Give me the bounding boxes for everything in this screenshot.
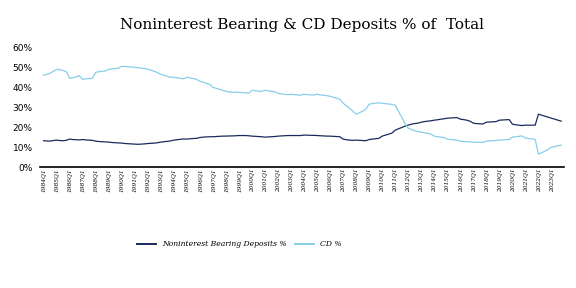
Legend: Noninterest Bearing Deposits %, CD %: Noninterest Bearing Deposits %, CD %	[134, 237, 344, 251]
Noninterest Bearing Deposits %	[378, 134, 385, 138]
CD %	[467, 140, 473, 144]
CD %	[118, 65, 125, 68]
Noninterest Bearing Deposits %	[135, 143, 142, 146]
CD %	[330, 96, 337, 99]
Noninterest Bearing Deposits %	[558, 120, 564, 123]
CD %	[538, 151, 545, 154]
Noninterest Bearing Deposits %	[147, 142, 154, 145]
Line: Noninterest Bearing Deposits %: Noninterest Bearing Deposits %	[44, 114, 561, 144]
CD %	[147, 69, 154, 72]
Line: CD %: CD %	[44, 66, 561, 154]
Noninterest Bearing Deposits %	[40, 139, 47, 143]
CD %	[190, 77, 197, 80]
CD %	[558, 143, 564, 147]
Noninterest Bearing Deposits %	[190, 137, 197, 140]
Noninterest Bearing Deposits %	[330, 134, 337, 138]
CD %	[535, 152, 542, 156]
CD %	[40, 74, 47, 77]
CD %	[378, 101, 385, 105]
Noninterest Bearing Deposits %	[467, 120, 473, 123]
Noninterest Bearing Deposits %	[535, 113, 542, 116]
Title: Noninterest Bearing & CD Deposits % of  Total: Noninterest Bearing & CD Deposits % of T…	[120, 18, 484, 32]
Noninterest Bearing Deposits %	[538, 113, 545, 117]
